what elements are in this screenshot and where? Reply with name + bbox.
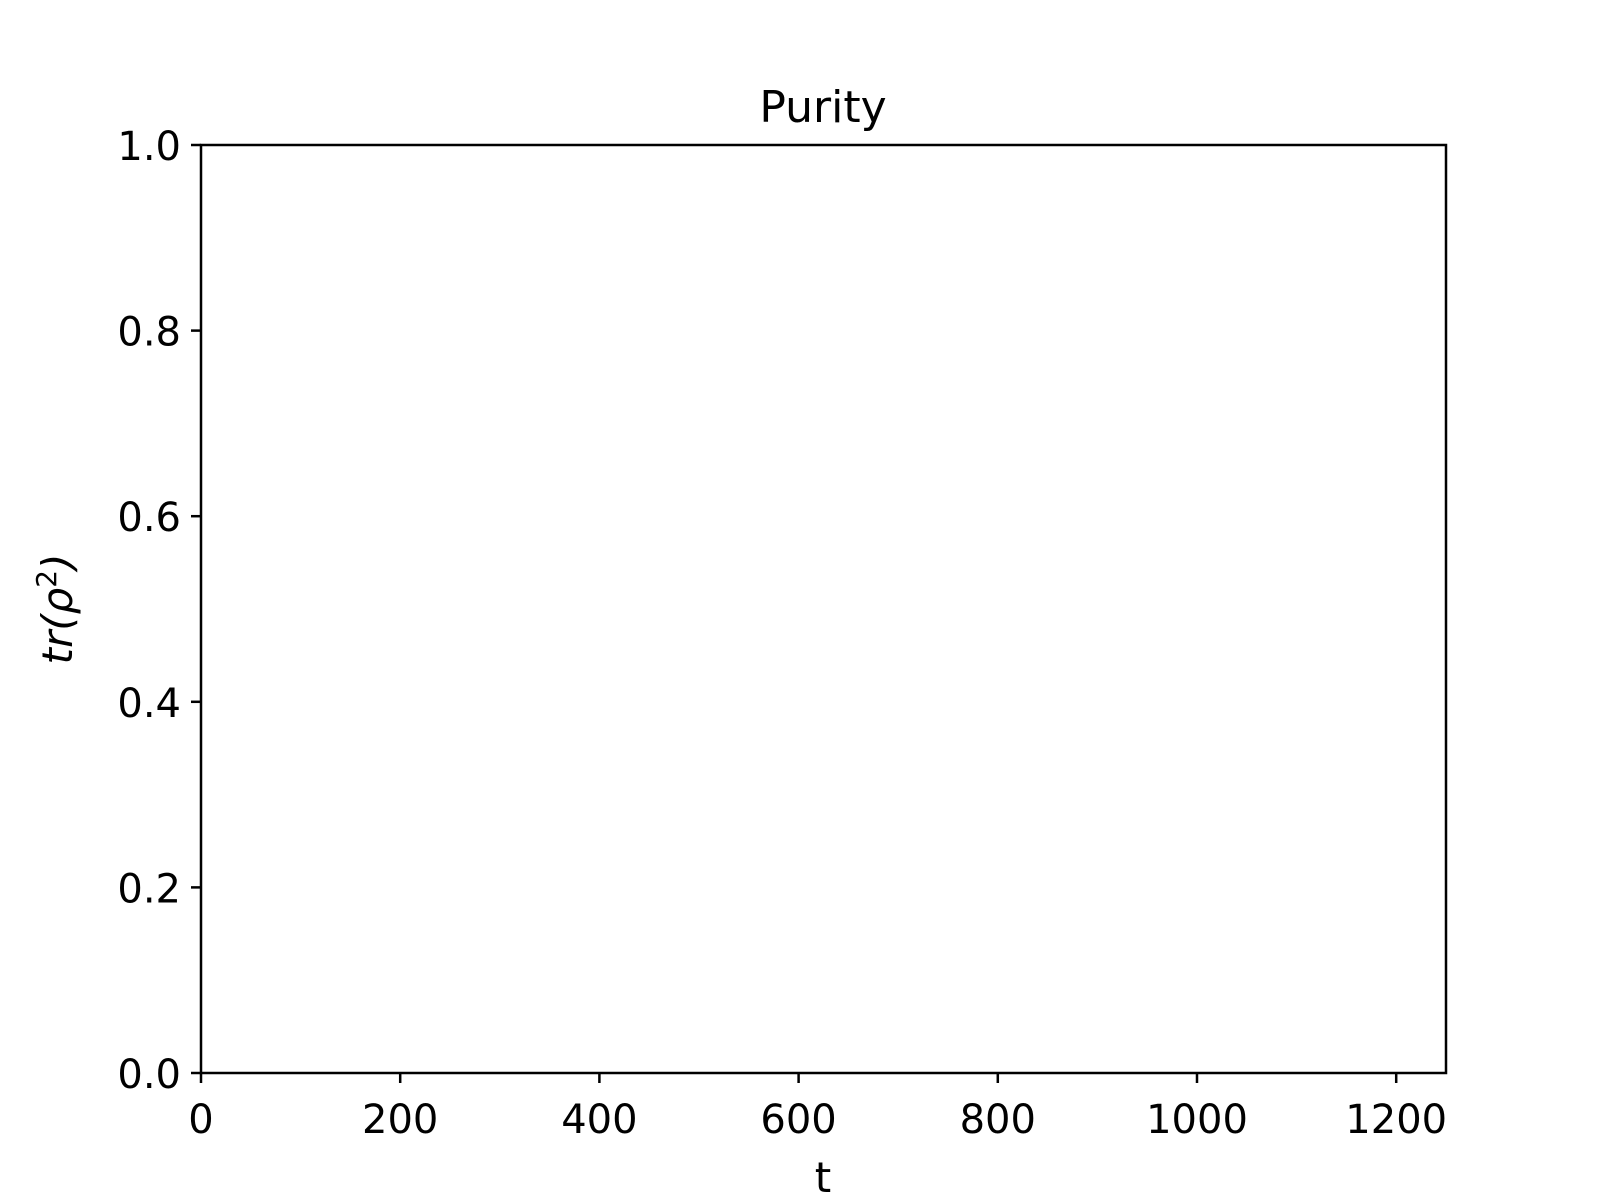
- y-axis-label-base: tr(ρ: [33, 587, 82, 664]
- y-tick-label: 1.0: [117, 124, 181, 170]
- x-tick-label: 1000: [1146, 1097, 1248, 1143]
- x-tick-label: 400: [561, 1097, 637, 1143]
- y-tick-label: 0.8: [117, 310, 181, 356]
- y-tick-label: 0.4: [117, 681, 181, 727]
- x-tick-label: 0: [188, 1097, 213, 1143]
- y-axis-label-superscript: 2: [30, 570, 63, 588]
- x-tick-label: 600: [760, 1097, 836, 1143]
- y-axis-label: tr(ρ2): [30, 554, 82, 665]
- plot-area-frame: [199, 143, 1448, 1075]
- x-tick-label: 800: [960, 1097, 1036, 1143]
- x-tick-label: 200: [362, 1097, 438, 1143]
- y-tick-label: 0.6: [117, 495, 181, 541]
- chart-title: Purity: [759, 82, 886, 133]
- y-axis-ticks: 0.0 0.2 0.4 0.6 0.8 1.0: [117, 124, 201, 1098]
- x-tick-label: 1200: [1345, 1097, 1447, 1143]
- y-tick-label: 0.0: [117, 1052, 181, 1098]
- y-tick-label: 0.2: [117, 866, 181, 912]
- x-axis-label: t: [815, 1153, 831, 1200]
- y-axis-label-close: ): [33, 554, 82, 573]
- x-axis-ticks: 0 200 400 600 800 1000 1200: [188, 1073, 1447, 1143]
